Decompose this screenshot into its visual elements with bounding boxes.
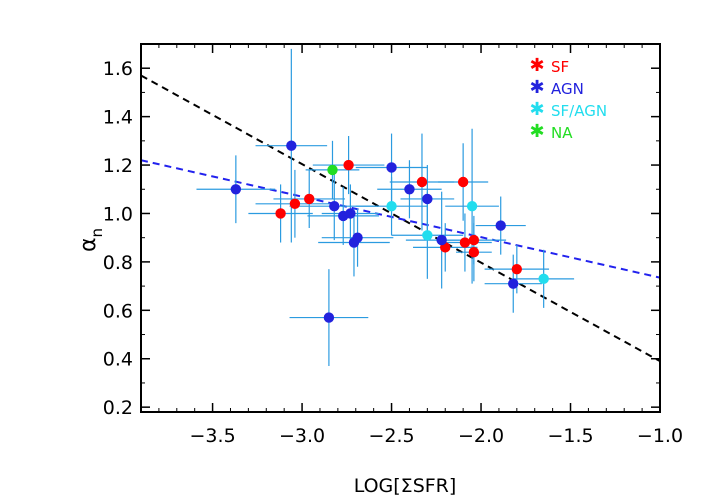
y-tick-label: 0.6 [103,300,133,322]
point-sf [275,208,286,219]
legend-marker: ✱ [529,121,544,142]
svg-text:αn: αn [76,228,106,252]
y-axis-label-main: α [76,238,101,253]
legend-label: SF/AGN [551,102,607,120]
y-axis-label-sub: n [88,228,106,238]
x-tick-label: −3.5 [190,425,236,447]
y-tick-label: 0.4 [103,349,133,371]
plot-frame [140,43,661,413]
x-tick-label: −3.0 [279,425,325,447]
y-tick-label: 0.8 [103,252,133,274]
fit-black-line [141,74,660,363]
point-agn [230,184,242,195]
point-agn [352,232,363,243]
legend-marker: ✱ [529,55,544,76]
point-agn [345,208,356,219]
x-tick-label: −1.5 [547,425,593,447]
point-agn [508,278,519,289]
point-sf [343,159,354,171]
y-axis-label: αn [76,228,106,252]
point-sf-agn [538,273,549,285]
point-sf-agn [422,230,433,241]
x-tick-label: −2.5 [368,425,414,447]
y-tick-label: 1.6 [103,58,133,80]
y-axis: 0.2 0.4 0.6 0.8 1.0 1.2 1.4 1.6 [103,58,660,419]
point-sf [459,237,471,248]
point-agn [323,312,335,323]
legend-marker: ✱ [529,77,544,98]
legend: ✱ SF ✱ AGN ✱ SF/AGN ✱ NA [529,55,607,142]
point-agn [386,162,397,173]
point-agn [286,140,297,151]
legend-item-na: ✱ NA [529,121,573,142]
data-points [230,140,549,323]
point-agn [436,234,447,246]
fit-blue-line [141,159,660,279]
point-sf [468,234,480,246]
fit-lines [141,74,660,363]
plot-area [141,48,660,366]
x-tick-label: −2.0 [458,425,504,447]
y-tick-label: 1.4 [103,107,133,129]
legend-item-sf: ✱ SF [529,55,569,76]
point-na [327,164,338,176]
y-tick-label: 1.0 [103,203,133,225]
y-tick-label: 1.2 [103,155,133,177]
x-axis-label: LOG[ΣSFR] [354,475,457,497]
y-tick-label: 0.2 [103,397,133,419]
point-sf [511,263,523,275]
point-agn [329,201,340,212]
point-sf [289,198,301,209]
legend-item-agn: ✱ AGN [529,77,583,98]
legend-marker: ✱ [529,99,544,120]
point-sf-agn [386,201,397,212]
legend-label: SF [551,58,569,76]
point-sf [304,193,315,205]
x-tick-label: −1.0 [637,425,683,447]
point-agn [404,184,415,195]
point-sf [457,176,469,188]
point-sf [416,176,428,188]
point-sf-agn [466,201,478,212]
x-axis: −3.5 −3.0 −2.5 −2.0 −1.5 −1.0 [140,44,683,447]
legend-label: AGN [551,80,584,98]
legend-item-sf-agn: ✱ SF/AGN [529,99,607,120]
legend-label: NA [551,124,573,142]
point-sf [468,247,480,258]
error-bars [196,48,575,366]
point-agn [495,220,506,231]
point-agn [422,193,433,205]
